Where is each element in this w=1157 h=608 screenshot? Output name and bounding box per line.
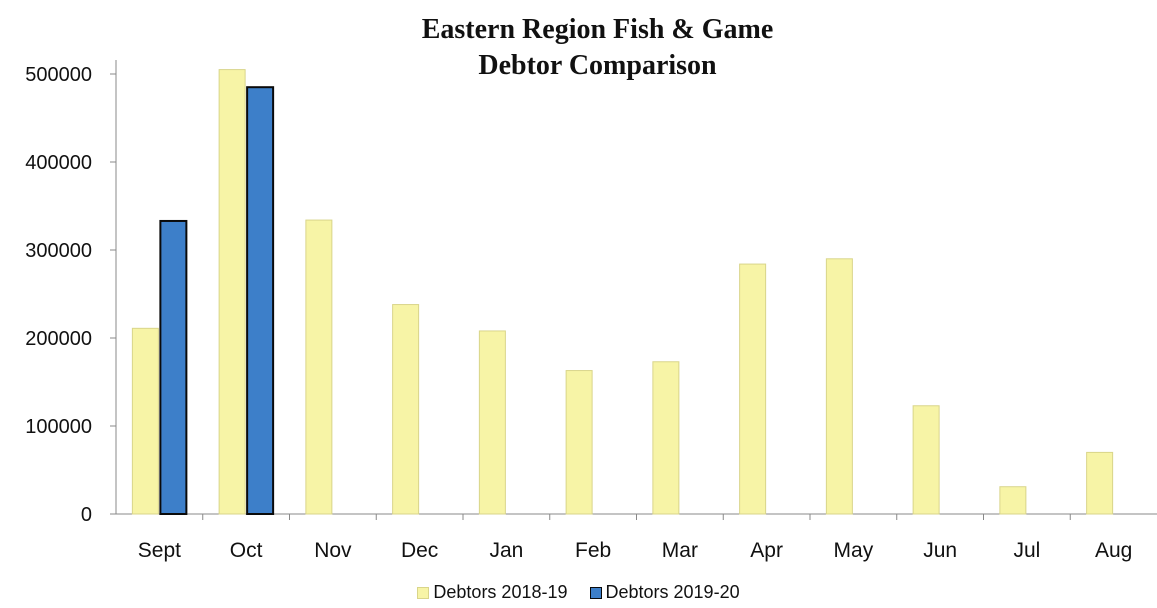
y-tick-label: 400000 <box>25 152 92 174</box>
x-tick-label: Feb <box>575 539 611 562</box>
x-tick-label: Aug <box>1095 539 1132 562</box>
bar-2019-20-sept <box>159 219 188 516</box>
bar-2018-19-nov <box>305 219 333 515</box>
bar-2018-19-dec <box>392 304 420 515</box>
bar-2018-19-jan <box>478 330 506 515</box>
bar-2018-19-mar <box>652 361 680 515</box>
bar-2018-19-apr <box>739 263 767 515</box>
x-tick-label: Nov <box>314 539 352 562</box>
bar-2018-19-feb <box>565 370 593 515</box>
legend-label-2019-20: Debtors 2019-20 <box>605 582 740 602</box>
bar-2018-19-jun <box>912 405 940 515</box>
chart-title-line-2: Debtor Comparison <box>478 50 717 81</box>
bars <box>131 69 1114 516</box>
y-tick-label: 200000 <box>25 328 92 350</box>
x-tick-label: Sept <box>138 539 181 562</box>
bar-2018-19-may <box>825 258 853 515</box>
x-tick-label: May <box>834 539 874 562</box>
legend: Debtors 2018-19 Debtors 2019-20 <box>0 582 1157 603</box>
bar-2019-20-oct <box>246 86 275 515</box>
y-axis: 0 100000 200000 300000 400000 500000 <box>25 60 117 526</box>
y-tick-label: 0 <box>81 504 92 526</box>
x-tick-label: Jan <box>489 539 523 562</box>
x-tick-label: Apr <box>750 539 783 562</box>
y-tick-label: 500000 <box>25 64 92 86</box>
x-axis: Sept Oct Nov Dec Jan Feb Mar Apr May Jun Jul Aug <box>116 513 1157 562</box>
chart-title-line-1: Eastern Region Fish & Game <box>421 14 774 45</box>
bar-2018-19-oct <box>218 69 246 515</box>
legend-label-2018-19: Debtors 2018-19 <box>433 582 568 602</box>
legend-item-2019-20: Debtors 2019-20 <box>589 582 740 603</box>
x-tick-label: Oct <box>230 539 263 562</box>
bar-2018-19-jul <box>999 486 1027 515</box>
bar-2018-19-aug <box>1086 451 1114 515</box>
legend-swatch-2018-19 <box>417 586 430 599</box>
x-tick-label: Dec <box>401 539 438 562</box>
x-tick-label: Mar <box>662 539 698 562</box>
y-tick-label: 300000 <box>25 240 92 262</box>
x-tick-label: Jun <box>923 539 957 562</box>
legend-item-2018-19: Debtors 2018-19 <box>417 582 568 603</box>
x-tick-label: Jul <box>1013 539 1040 562</box>
y-tick-label: 100000 <box>25 416 92 438</box>
legend-swatch-2019-20 <box>589 586 602 599</box>
bar-2018-19-sept <box>131 327 159 515</box>
chart-plot: 0 100000 200000 300000 400000 500000 Sept Oct N… <box>25 60 1157 562</box>
